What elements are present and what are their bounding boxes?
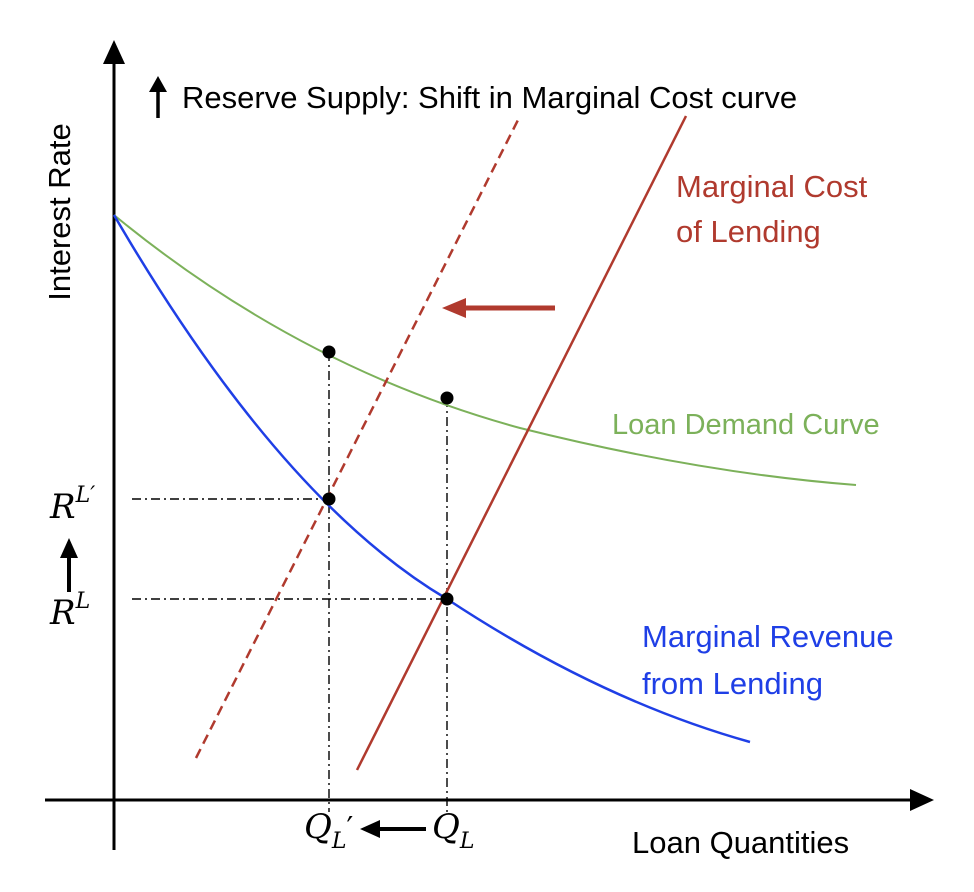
point-demand-ql xyxy=(440,391,454,405)
title-group: Reserve Supply: Shift in Marginal Cost c… xyxy=(149,76,797,118)
tick-label-ql: QL xyxy=(432,807,474,854)
point-mr-ql-prime xyxy=(322,492,336,506)
y-axis-label: Interest Rate xyxy=(42,123,77,300)
points xyxy=(322,345,454,606)
guide-lines xyxy=(132,352,448,812)
x-axis-arrowhead xyxy=(910,789,934,811)
marginal-revenue-label-line1: Marginal Revenue xyxy=(642,619,894,654)
qty-arrow-left-icon xyxy=(360,820,426,838)
marginal-cost-curve-shifted xyxy=(194,117,521,759)
tick-label-ql-prime: QL′ xyxy=(304,807,353,854)
point-demand-ql-prime xyxy=(322,345,336,359)
rate-arrow-up-icon xyxy=(60,538,78,592)
tick-label-rl: RL xyxy=(49,589,90,633)
marginal-cost-curve xyxy=(355,115,688,771)
loan-demand-curve xyxy=(113,214,857,486)
marginal-revenue-curve xyxy=(112,214,751,744)
marginal-revenue-label-line2: from Lending xyxy=(642,666,823,701)
shift-arrow-left-icon xyxy=(442,298,555,318)
marginal-cost-label-line1: Marginal Cost xyxy=(676,169,868,204)
axes xyxy=(45,40,934,850)
title-arrow-up-icon xyxy=(149,76,167,118)
tick-label-rl-prime: RL′ xyxy=(49,483,95,527)
loan-demand-label: Loan Demand Curve xyxy=(612,409,880,441)
y-axis-arrowhead xyxy=(103,40,125,64)
point-mr-ql xyxy=(440,592,454,606)
x-axis-label: Loan Quantities xyxy=(632,825,849,860)
diagram-title: Reserve Supply: Shift in Marginal Cost c… xyxy=(182,80,797,115)
marginal-cost-label-line2: of Lending xyxy=(676,214,821,249)
